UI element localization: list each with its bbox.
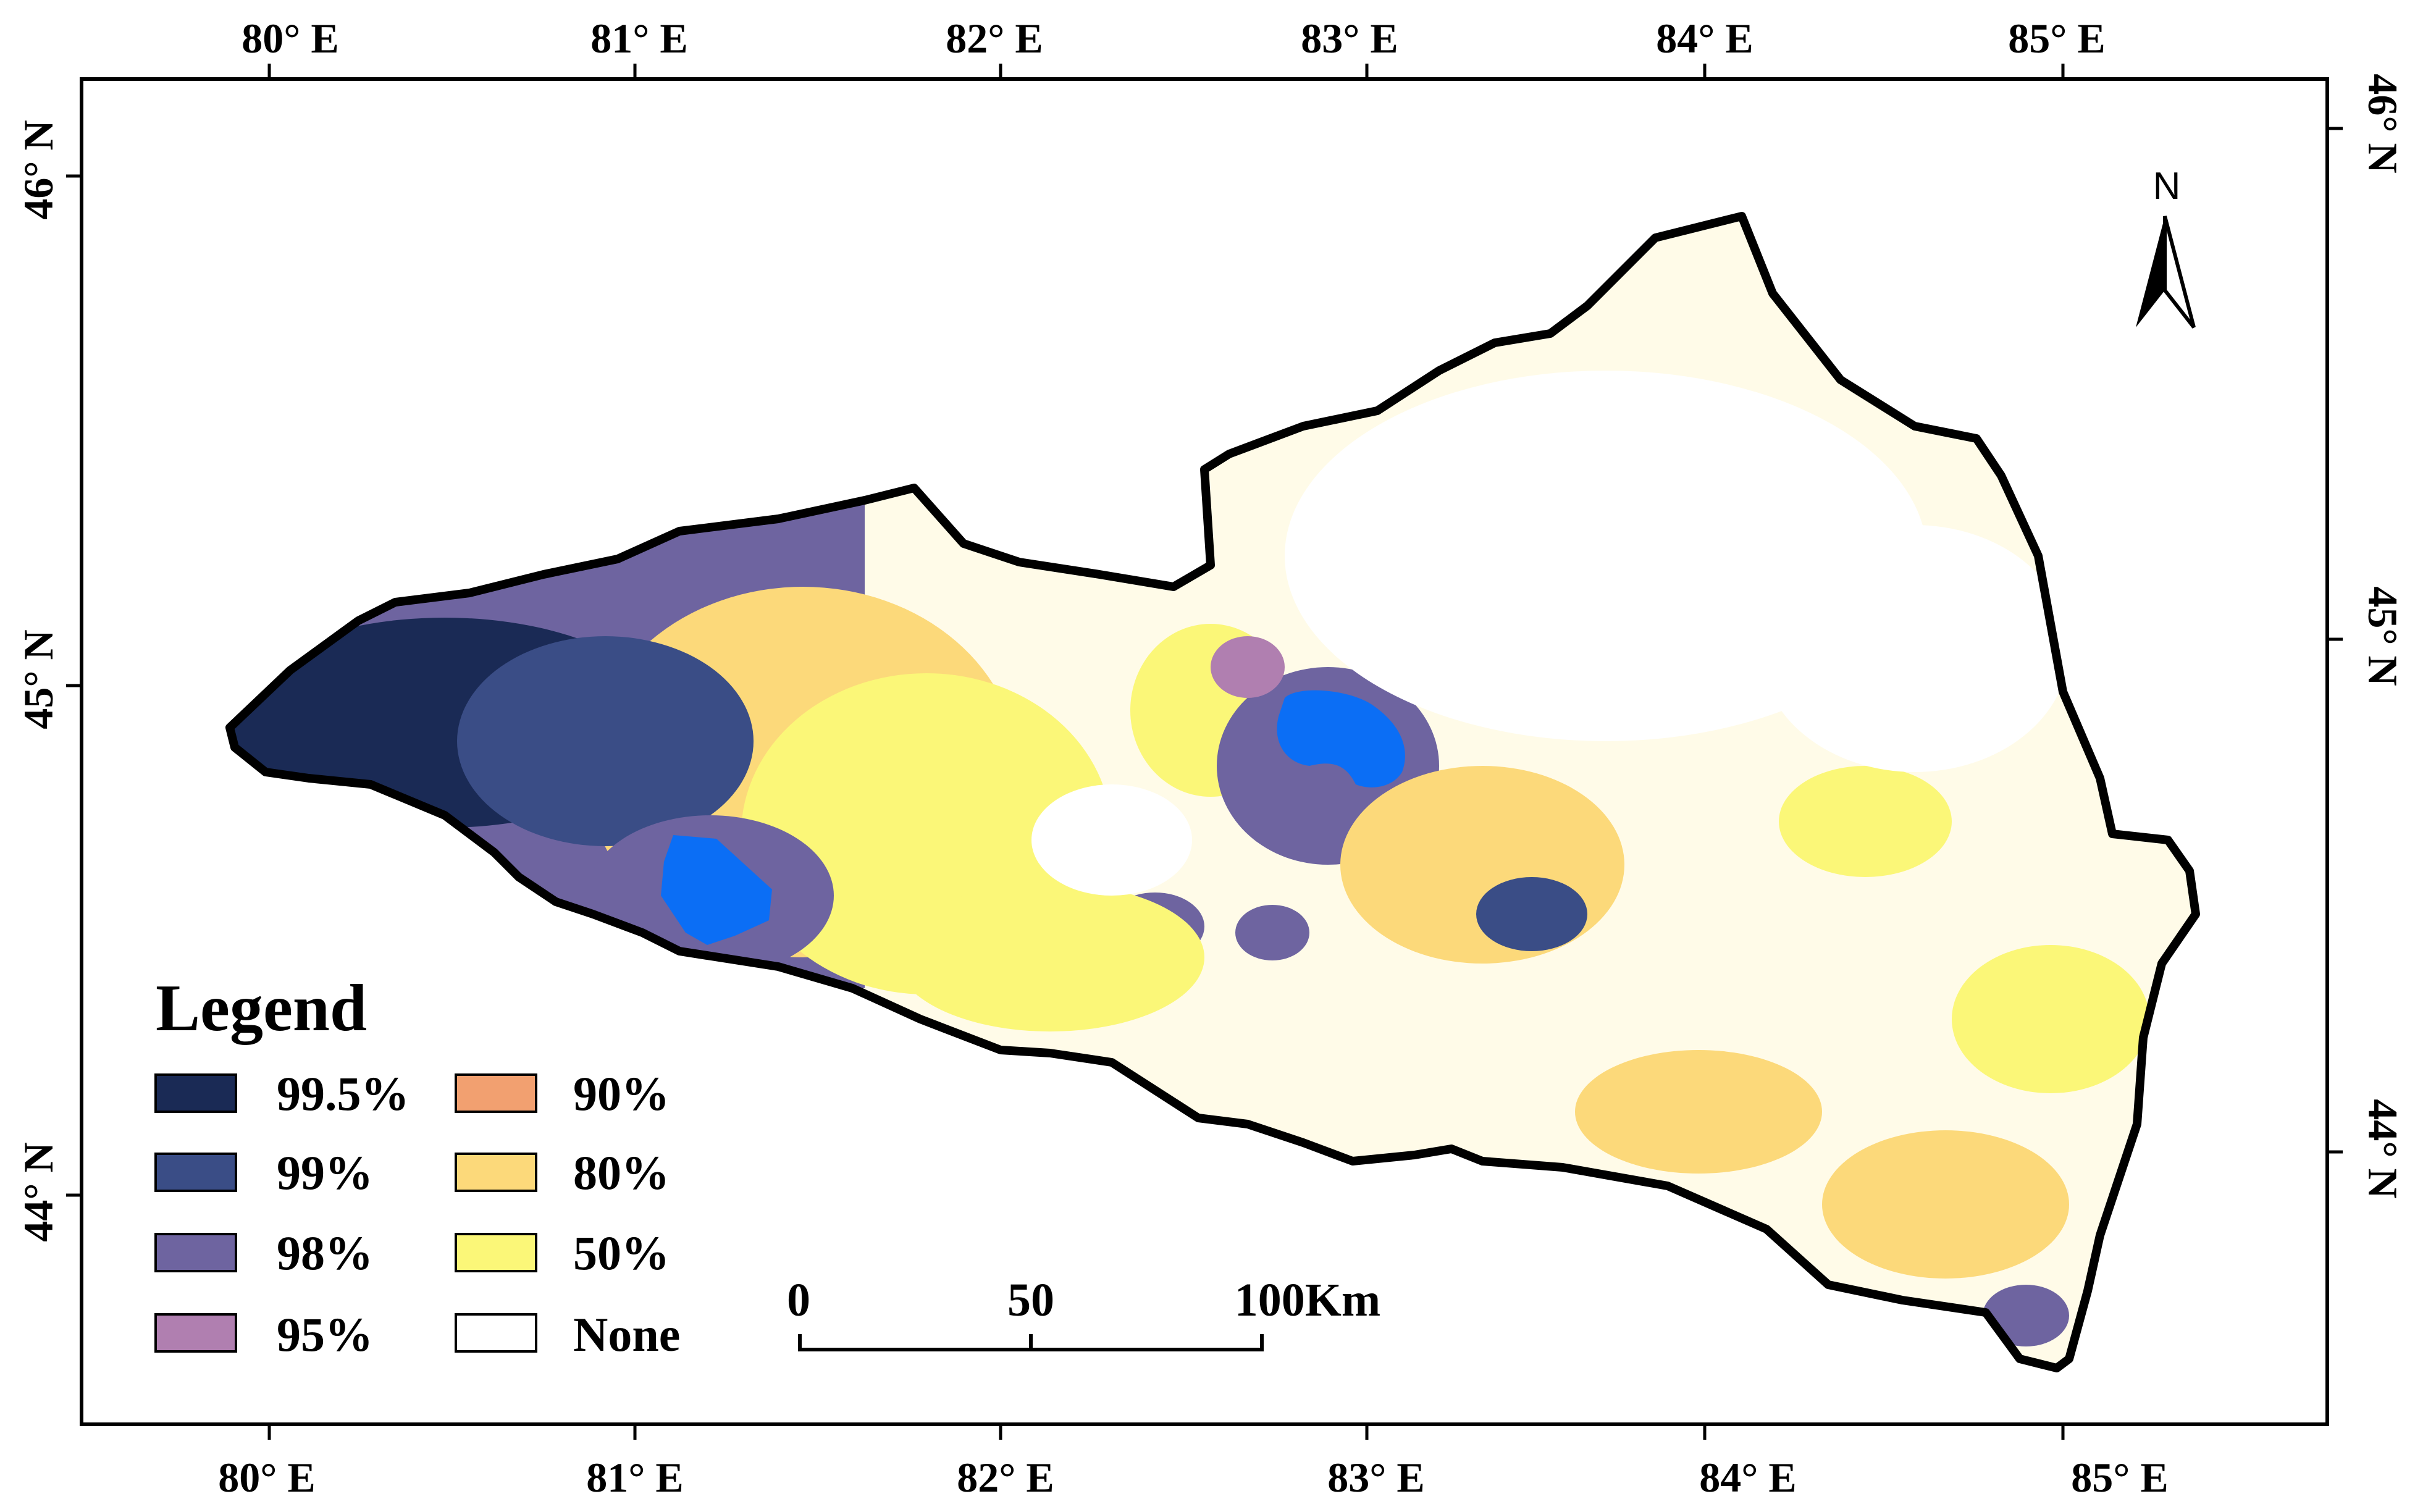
lon-label-bottom: 81° E xyxy=(586,1454,684,1501)
legend-label-80: 80% xyxy=(573,1146,670,1199)
raster-patch xyxy=(1822,1130,2069,1279)
lat-label-left: 46° N xyxy=(15,120,62,219)
raster-patch xyxy=(1952,945,2149,1093)
lon-label-bottom: 83° E xyxy=(1327,1454,1425,1501)
raster-patch xyxy=(1476,877,1587,951)
raster-patch xyxy=(1340,766,1624,964)
north-arrow-label: N xyxy=(2153,165,2181,208)
lon-label-bottom: 80° E xyxy=(218,1454,316,1501)
legend-label-50: 50% xyxy=(573,1226,670,1280)
raster-patch xyxy=(1235,905,1309,960)
lon-label-bottom: 84° E xyxy=(1699,1454,1797,1501)
raster-patch xyxy=(1983,1285,2069,1346)
lake xyxy=(1277,690,1405,788)
raster-patch xyxy=(1031,784,1192,896)
top-longitude-labels: 80° E 81° E 82° E 83° E 84° E 85° E xyxy=(242,15,2106,62)
north-arrow: N xyxy=(2136,165,2196,329)
north-arrow-icon xyxy=(2136,216,2196,329)
legend-label-99-5: 99.5% xyxy=(277,1067,410,1120)
legend-label-99: 99% xyxy=(277,1146,373,1199)
lon-label-top: 80° E xyxy=(242,15,339,62)
legend-swatch-50 xyxy=(455,1233,537,1272)
graticule-ticks xyxy=(66,64,2343,1440)
raster-patch xyxy=(1779,766,1952,877)
right-latitude-labels: 46° N 45° N 44° N xyxy=(2359,74,2406,1198)
study-area-boundary xyxy=(225,212,2200,1372)
north-arrow-left-half xyxy=(2136,216,2165,327)
lat-label-right: 45° N xyxy=(2359,586,2406,686)
legend-label-90: 90% xyxy=(573,1067,670,1120)
lon-label-bottom: 82° E xyxy=(957,1454,1054,1501)
raster-patch xyxy=(1211,636,1285,698)
lat-label-right: 46° N xyxy=(2359,74,2406,173)
lon-label-top: 85° E xyxy=(2008,15,2106,62)
map-frame xyxy=(80,77,2329,1426)
legend-swatch-80 xyxy=(455,1153,537,1192)
legend-label-98: 98% xyxy=(277,1226,373,1280)
scale-bar-label-100km: 100Km xyxy=(1235,1274,1380,1326)
raster-patch xyxy=(457,636,754,846)
legend-swatch-95 xyxy=(154,1313,237,1353)
lon-label-bottom: 85° E xyxy=(2071,1454,2169,1501)
lon-label-top: 81° E xyxy=(590,15,688,62)
lat-label-right: 44° N xyxy=(2359,1099,2406,1198)
legend-swatch-98 xyxy=(154,1233,237,1272)
lake xyxy=(661,835,772,945)
lon-label-top: 82° E xyxy=(946,15,1043,62)
legend-title: Legend xyxy=(156,972,367,1045)
legend: Legend 99.5% 99% 98% 95% 90% 80% 50% Non… xyxy=(154,972,680,1361)
scale-bar-label-50: 50 xyxy=(1007,1274,1054,1326)
lon-label-top: 84° E xyxy=(1656,15,1754,62)
north-arrow-right-half xyxy=(2163,216,2196,329)
legend-label-95: 95% xyxy=(277,1308,373,1361)
legend-label-none: None xyxy=(573,1308,680,1361)
raster-patch xyxy=(1760,525,2069,772)
lat-label-left: 45° N xyxy=(15,629,62,729)
left-latitude-labels: 46° N 45° N 44° N xyxy=(15,120,62,1241)
scale-bar: 0 50 100Km xyxy=(787,1274,1380,1351)
legend-swatch-none xyxy=(455,1313,537,1353)
bottom-longitude-labels: 80° E 81° E 82° E 83° E 84° E 85° E xyxy=(218,1454,2169,1501)
raster-patch xyxy=(1575,1050,1822,1174)
lon-label-top: 83° E xyxy=(1301,15,1398,62)
legend-swatch-90 xyxy=(455,1073,537,1113)
lat-label-left: 44° N xyxy=(15,1142,62,1241)
legend-swatch-99 xyxy=(154,1153,237,1192)
scale-bar-label-0: 0 xyxy=(787,1274,810,1326)
raster-patch xyxy=(896,883,1204,1031)
legend-swatch-99-5 xyxy=(154,1073,237,1113)
